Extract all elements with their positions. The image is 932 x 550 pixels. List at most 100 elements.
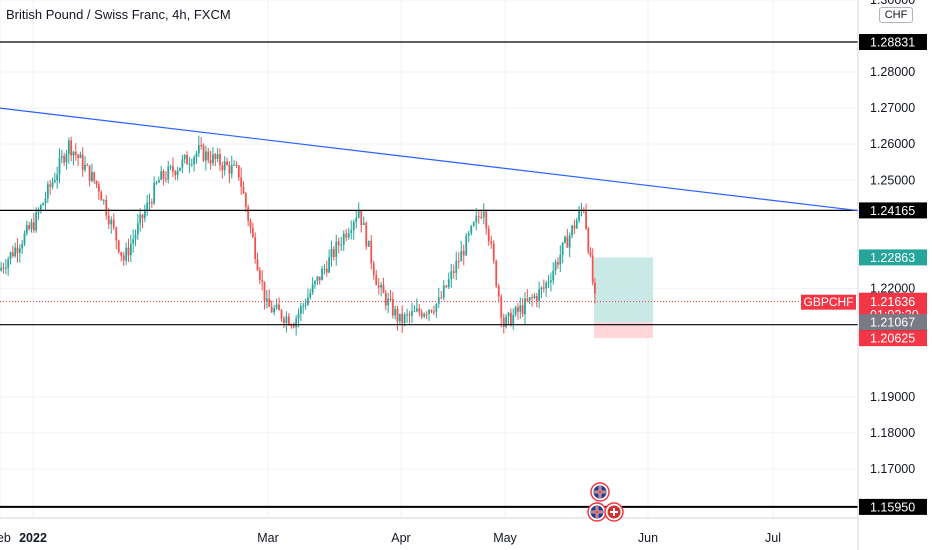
candle-body [287,316,290,326]
candle-body [179,167,181,171]
candle-body [32,222,35,231]
candle-body [475,216,478,223]
candle-body [146,202,149,212]
candle-body [79,154,82,159]
candle-body [247,207,250,221]
candle-body [372,263,375,275]
candle-body [575,220,578,229]
candle-body [314,281,316,285]
candle-body [435,303,438,312]
candle-body [283,318,285,323]
candle-body [172,166,174,172]
candle-body [141,214,144,219]
candle-body [375,274,378,286]
ch-flag-icon[interactable] [604,502,624,522]
candle-body [67,140,70,155]
drawing-overlays [0,41,859,508]
time-tick-label: Apr [391,531,410,545]
candle-body [430,310,433,312]
candle-body [323,268,326,270]
candle-body [492,243,495,261]
candle-body [167,166,170,180]
time-tick-label: Jun [638,531,658,545]
candle-body [254,237,257,260]
candle-body [442,285,445,298]
gb-flag-icon[interactable] [587,502,607,522]
candle-body [480,216,483,218]
candle-body [273,308,276,313]
candle-body [415,308,418,312]
candle-body [360,210,363,226]
candle-body [242,186,245,194]
candle-body [367,240,370,247]
candle-body [497,286,500,297]
candle-body [256,259,259,271]
candle-body [110,219,113,225]
candle-body [380,284,383,288]
candle-body [169,166,172,168]
price-tick-label: 1.27000 [870,101,915,115]
candle-body [321,268,323,281]
candle-body [139,214,142,224]
candle-body [514,307,517,315]
time-axis[interactable]: 2022 Feb Mar Apr May Jun Jul [0,517,858,545]
candle-body [591,255,594,283]
candle-body [21,244,24,249]
candle-body [362,223,365,226]
candle-body [221,165,224,171]
candle-body [100,191,103,201]
position-price-label: 1.22863 [870,251,915,265]
candle-body [63,156,66,163]
candle-body [105,199,108,216]
candle-body [482,211,485,218]
candle-body [406,314,408,316]
candle-body [502,317,505,327]
candle-body [150,202,153,204]
candle-body [561,242,564,255]
position-price-tag [859,330,927,347]
candle-body [394,308,397,316]
candle-body [77,154,79,159]
candle-body [528,297,531,301]
candle-body [186,155,188,165]
gb-flag-icon[interactable] [590,482,610,502]
candle-body [384,293,387,306]
candle-body [219,154,221,166]
candle-body [174,171,177,176]
candle-body [263,281,266,301]
candle-body [268,298,271,307]
price-tags: 1.288311.241651.209991.159501.228631.216… [801,34,927,515]
candle-body [265,298,268,301]
candle-body [285,316,288,323]
candle-body [188,164,191,166]
candle-body [122,255,125,261]
candle-body [233,164,236,166]
event-markers[interactable] [587,482,624,522]
candle-body [129,243,132,256]
position-zones [594,257,653,339]
currency-button[interactable]: CHF [879,7,913,23]
candle-body [564,236,566,243]
candle-body [209,160,212,164]
candle-body [120,252,123,256]
candle-body [214,154,217,159]
price-axis[interactable]: 1.30000 1.28000 1.27000 1.26000 1.25000 1.220… [857,0,915,550]
candle-body [127,247,130,256]
trendline[interactable] [0,107,859,212]
candle-body [347,233,350,238]
candle-body [542,287,545,289]
stop-zone [594,322,653,339]
candle-body [330,248,333,258]
candle-body [418,308,421,313]
candle-body [365,223,368,247]
candle-body [14,247,17,257]
candle-body [357,210,360,218]
candle-body [65,154,68,163]
position-price-tag [859,249,927,266]
candle-body [342,233,345,245]
candle-body [195,153,198,158]
candle-body [223,161,226,171]
candle-body [318,276,321,281]
flag-cross [610,511,618,513]
